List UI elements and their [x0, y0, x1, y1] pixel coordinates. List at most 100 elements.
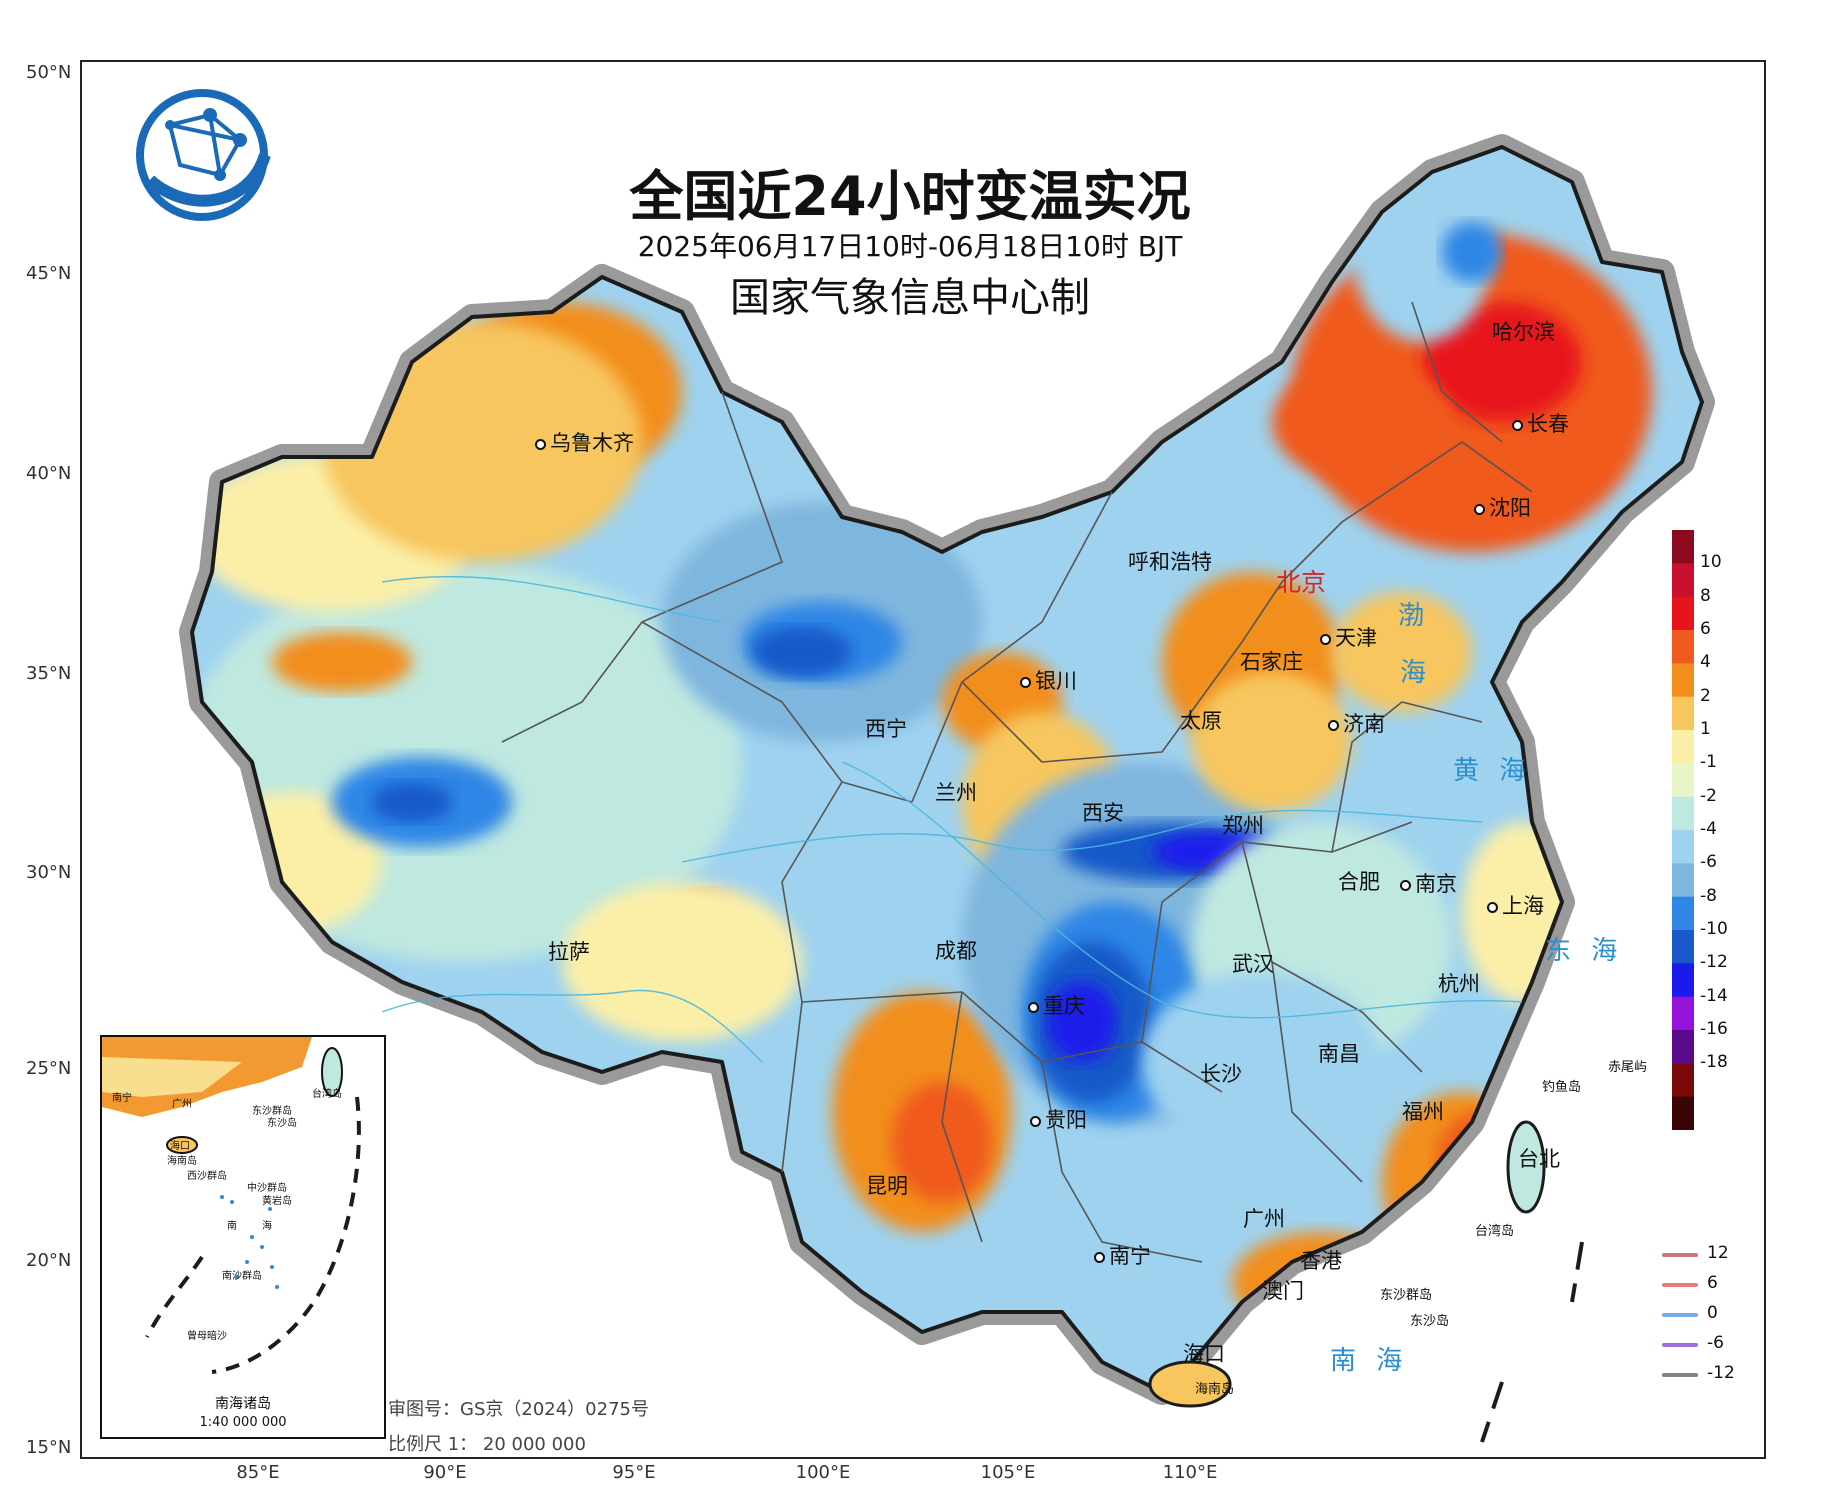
city-nanning: 南宁: [1094, 1240, 1151, 1270]
city-shenyang: 沈阳: [1474, 492, 1531, 522]
legend-label: -2: [1700, 785, 1717, 806]
city-xining: 西宁: [865, 717, 907, 741]
contour-label: 6: [1707, 1273, 1718, 1293]
legend-swatch: [1672, 696, 1694, 731]
contour-swatch: [1662, 1343, 1698, 1347]
legend-label: 8: [1700, 585, 1711, 606]
city-beijing: 北京: [1276, 568, 1327, 597]
map-scale: 比例尺 1： 20 000 000: [388, 1434, 586, 1455]
contour-label: 12: [1707, 1243, 1729, 1263]
city-haikou: 海口: [1183, 1342, 1225, 1366]
legend-label: -18: [1700, 1052, 1728, 1073]
contour-swatch: [1662, 1313, 1698, 1317]
inset-label: 曾母暗沙: [187, 1331, 227, 1342]
inset-label: 中沙群岛: [247, 1183, 287, 1194]
legend-swatch: [1672, 830, 1694, 864]
legend-swatch: [1672, 863, 1694, 898]
city-taipei: 台北: [1518, 1147, 1560, 1171]
inset-label: 西沙群岛: [187, 1171, 227, 1182]
city-changchun: 长春: [1512, 408, 1569, 438]
city-harbin: 哈尔滨: [1492, 320, 1555, 344]
city-changsha: 长沙: [1200, 1062, 1242, 1086]
legend-swatch: [1672, 963, 1694, 998]
field-patch: [1192, 672, 1352, 812]
legend-label: -4: [1700, 819, 1717, 839]
inset-scale: 1:40 000 000: [199, 1415, 287, 1430]
lon-label-90: 90°E: [423, 1462, 467, 1483]
lat-label-25: 25°N: [26, 1058, 72, 1079]
field-patch: [1422, 302, 1582, 422]
city-hongkong: 香港: [1300, 1249, 1342, 1273]
city-hefei: 合肥: [1338, 870, 1380, 894]
contour-swatch: [1662, 1253, 1698, 1257]
island-dongsha: 东沙岛: [1410, 1314, 1450, 1329]
legend-swatch: [1672, 596, 1694, 631]
inset-label: 海南岛: [167, 1156, 197, 1167]
field-patch: [1047, 982, 1117, 1062]
legend-label: 4: [1700, 652, 1711, 673]
temperature-legend: [1672, 530, 1694, 1130]
lon-label-85: 85°E: [236, 1462, 280, 1483]
city-urumqi: 乌鲁木齐: [535, 427, 634, 457]
field-patch: [1272, 362, 1452, 482]
legend-swatch: [1672, 1096, 1694, 1130]
inset-label: 海: [262, 1221, 272, 1232]
inset-label: 东沙群岛: [252, 1106, 292, 1117]
city-zhengzhou: 郑州: [1222, 814, 1264, 838]
lat-label-20: 20°N: [26, 1250, 72, 1271]
lat-label-50: 50°N: [26, 62, 72, 83]
inset-label: 南沙群岛: [222, 1271, 262, 1282]
inset-label: 南宁: [112, 1093, 132, 1104]
contour-swatch: [1662, 1373, 1698, 1377]
field-patch: [1142, 972, 1382, 1152]
legend-label: -6: [1700, 852, 1717, 873]
lat-label-30: 30°N: [26, 862, 72, 883]
review-number: 审图号：GS京（2024）0275号: [388, 1399, 649, 1420]
city-jinan: 济南: [1328, 708, 1385, 738]
city-yinchuan: 银川: [1020, 665, 1077, 695]
lat-label-35: 35°N: [26, 663, 72, 684]
city-guiyang: 贵阳: [1030, 1104, 1087, 1134]
city-hangzhou: 杭州: [1438, 972, 1480, 996]
city-tianjin: 天津: [1320, 622, 1377, 652]
city-nanchang: 南昌: [1318, 1042, 1360, 1066]
lon-label-95: 95°E: [612, 1462, 656, 1483]
legend-swatch: [1672, 930, 1694, 964]
cma-logo: [136, 89, 271, 221]
legend-swatch: [1672, 530, 1694, 564]
legend-swatch: [1672, 563, 1694, 598]
legend-swatch: [1672, 663, 1694, 698]
legend-label: -14: [1700, 985, 1728, 1006]
contour-label: -6: [1707, 1333, 1724, 1353]
city-guangzhou: 广州: [1243, 1207, 1285, 1231]
field-patch: [1442, 222, 1502, 282]
map-producer: 国家气象信息中心制: [730, 275, 1090, 321]
legend-swatch: [1672, 1063, 1694, 1098]
sea-huanghai: 黄 海: [1453, 756, 1532, 786]
inset-label: 东沙岛: [267, 1118, 297, 1129]
legend-label: 2: [1700, 685, 1711, 706]
lat-label-15: 15°N: [26, 1437, 72, 1458]
sea-donghai: 东 海: [1545, 936, 1624, 966]
lat-label-45: 45°N: [26, 263, 72, 284]
legend-label: -1: [1700, 752, 1717, 773]
field-patch: [752, 627, 852, 677]
lon-label-100: 100°E: [795, 1462, 851, 1483]
island-dongsha-group: 东沙群岛: [1380, 1288, 1433, 1303]
legend-label: -10: [1700, 919, 1728, 939]
inset-title: 南海诸岛: [215, 1396, 271, 1412]
legend-label: 10: [1700, 552, 1722, 573]
legend-label: 1: [1700, 719, 1711, 739]
city-fuzhou: 福州: [1402, 1100, 1444, 1124]
city-wuhan: 武汉: [1232, 952, 1274, 976]
contour-swatch: [1662, 1283, 1698, 1287]
temperature-change-map: [82, 62, 1764, 1443]
city-macau: 澳门: [1262, 1279, 1304, 1303]
city-lhasa: 拉萨: [548, 940, 590, 964]
legend-label: -16: [1700, 1019, 1728, 1039]
legend-swatch: [1672, 1030, 1694, 1064]
legend-label: -12: [1700, 952, 1728, 973]
lon-label-110: 110°E: [1162, 1462, 1218, 1483]
legend-swatch: [1672, 896, 1694, 931]
map-period: 2025年06月17日10时-06月18日10时 BJT: [637, 230, 1183, 263]
